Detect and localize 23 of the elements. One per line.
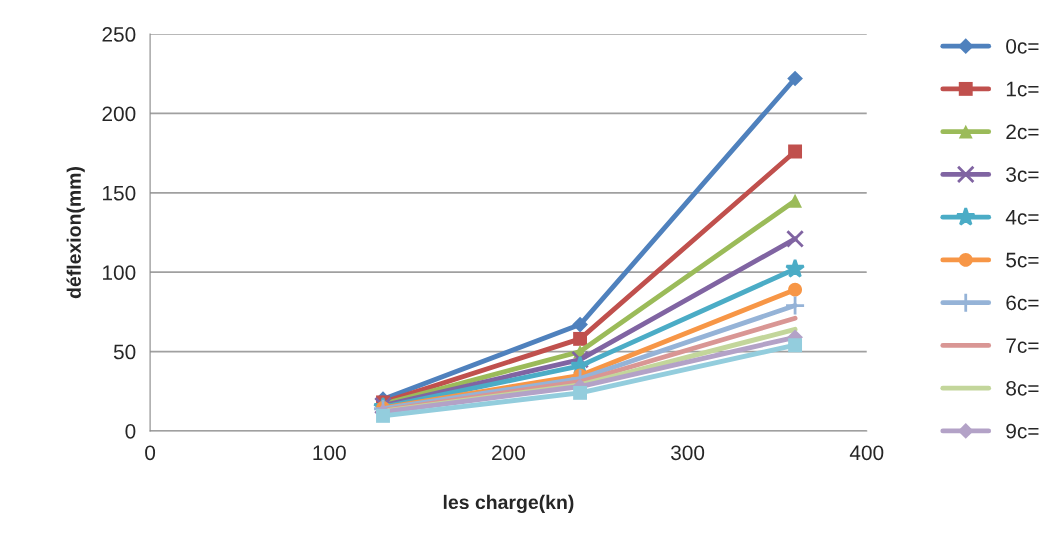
- x-tick-label: 200: [492, 445, 525, 461]
- legend-label: 3c=: [1006, 167, 1039, 182]
- x-tick-label: 100: [313, 445, 346, 461]
- legend-label: 6c=: [1006, 295, 1039, 311]
- legend-label: 8c=: [1006, 380, 1039, 396]
- y-tick-label: 200: [102, 106, 136, 122]
- x-tick-label: 400: [849, 445, 884, 461]
- x-axis-title: les charge(kn): [443, 494, 574, 514]
- legend-label: 7c=: [1006, 338, 1039, 353]
- y-tick-label: 100: [103, 265, 136, 280]
- y-tick-label: 50: [113, 344, 136, 360]
- x-tick-label: 0: [145, 445, 156, 461]
- y-axis-title: déflexion(mm): [66, 167, 85, 299]
- legend-label: 5c=: [1006, 252, 1039, 268]
- legend-label: 1c=: [1006, 81, 1039, 97]
- legend-label: 2c=: [1006, 124, 1039, 140]
- x-tick-label: 300: [670, 445, 705, 461]
- y-tick-label: 0: [125, 423, 136, 439]
- y-tick-label: 250: [102, 27, 136, 42]
- y-tick-label: 150: [103, 185, 136, 201]
- legend-label: 0c=: [1006, 38, 1039, 54]
- legend-label: 4c=: [1005, 210, 1039, 225]
- legend-label: 9c=: [1006, 423, 1039, 439]
